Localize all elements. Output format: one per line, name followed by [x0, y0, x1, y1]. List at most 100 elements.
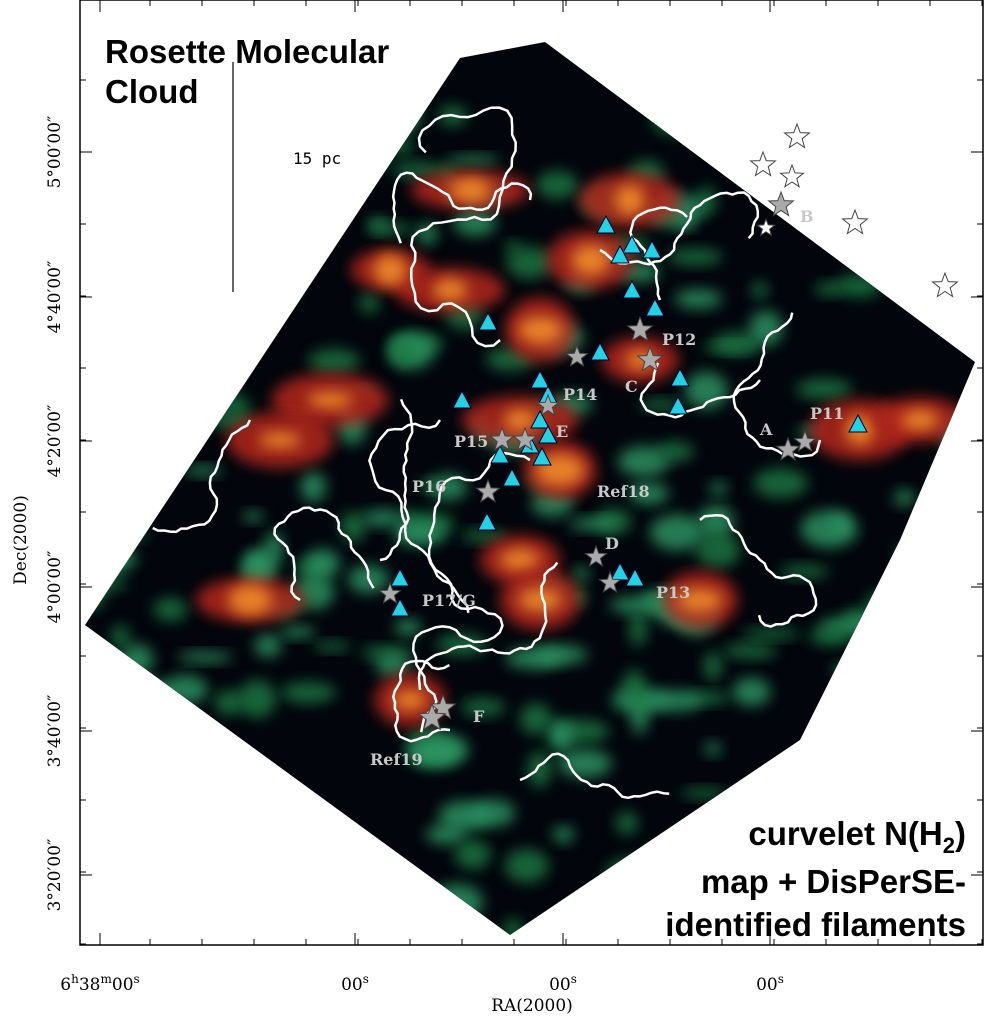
green-blob [710, 482, 727, 495]
green-blob [447, 155, 500, 166]
green-blob [280, 626, 315, 638]
green-blob [301, 472, 326, 503]
x-tick-label: 00s [341, 972, 369, 995]
orange-blob [259, 432, 301, 448]
source-label: Ref18 [597, 482, 650, 501]
orange-blob [373, 254, 407, 285]
source-label: E [556, 422, 568, 441]
source-label: D [605, 534, 619, 553]
green-blob [306, 549, 341, 578]
orange-blob [500, 549, 540, 571]
source-label: P11 [810, 404, 844, 423]
green-blob [439, 801, 490, 831]
green-blob [395, 619, 422, 636]
orange-blob [518, 589, 561, 612]
green-blob [569, 518, 616, 531]
source-label: P17/G [422, 591, 476, 610]
orange-blob [228, 584, 272, 615]
green-blob [535, 645, 587, 664]
green-blob [668, 249, 723, 266]
orange-blob [450, 178, 490, 203]
green-blob [704, 652, 722, 681]
source-label: B [800, 207, 814, 226]
scale-label: 15 pc [293, 149, 341, 168]
green-blob [454, 210, 497, 236]
green-blob [650, 690, 703, 711]
x-tick-label: 00s [549, 972, 577, 995]
green-blob [752, 282, 768, 299]
green-blob [506, 247, 553, 279]
y-tick-label: 3°20′00″ [45, 839, 65, 912]
green-blob [394, 522, 445, 546]
y-axis-label: Dec(2000) [11, 495, 31, 585]
green-blob [243, 511, 263, 522]
green-blob [616, 812, 638, 835]
caption: map + DisPerSE- [701, 863, 966, 900]
source-label: C [625, 377, 638, 396]
y-tick-label: 4°00′00″ [45, 551, 65, 624]
green-blob [809, 626, 852, 645]
source-label: P13 [656, 583, 690, 602]
green-blob [675, 289, 722, 308]
green-blob [255, 634, 282, 657]
source-label: A [759, 420, 773, 439]
source-label: F [473, 707, 485, 726]
green-blob [417, 223, 438, 245]
green-blob [314, 641, 350, 651]
green-blob [281, 682, 336, 703]
green-blob [742, 628, 800, 639]
green-blob [631, 701, 648, 734]
green-blob [361, 510, 404, 527]
green-blob [536, 171, 578, 199]
source-label: P12 [662, 330, 696, 349]
green-blob [800, 510, 858, 547]
green-blob [548, 720, 572, 753]
orange-blob [615, 185, 645, 216]
green-blob [505, 849, 549, 883]
green-blob [558, 749, 612, 778]
title: Rosette Molecular [105, 33, 389, 70]
x-tick-label: 6h38m00s [60, 972, 139, 995]
green-blob [732, 678, 770, 706]
green-blob [723, 643, 777, 658]
y-tick-label: 3°40′00″ [45, 695, 65, 768]
green-blob [705, 742, 721, 755]
green-blob [177, 652, 232, 663]
orange-blob [307, 392, 353, 408]
y-tick-label: 5°00′00″ [45, 116, 65, 189]
green-blob [455, 839, 491, 869]
caption: curvelet N(H2) [748, 815, 966, 858]
green-blob [520, 703, 552, 734]
green-blob [368, 222, 412, 235]
source-label: P16 [412, 477, 446, 496]
green-blob [360, 293, 379, 313]
green-blob [815, 282, 844, 295]
x-tick-label: 00s [756, 972, 784, 995]
green-blob [341, 512, 366, 542]
y-tick-label: 4°20′00″ [45, 405, 65, 478]
green-blob [629, 610, 646, 646]
title: Cloud [105, 73, 198, 110]
source-label: P15 [454, 432, 488, 451]
green-blob [389, 338, 414, 366]
green-blob [111, 625, 130, 648]
green-blob [656, 442, 694, 462]
orange-blob [433, 279, 468, 301]
y-tick-label: 4°40′00″ [45, 261, 65, 334]
green-blob [154, 598, 188, 621]
orange-blob [518, 316, 562, 343]
green-blob [308, 349, 360, 373]
green-blob [573, 567, 589, 581]
green-blob [553, 826, 575, 843]
green-blob [527, 752, 551, 787]
green-blob [796, 379, 852, 399]
green-blob [703, 343, 757, 353]
source-label: Ref19 [370, 750, 423, 769]
green-blob [650, 515, 704, 551]
orange-blob [571, 245, 609, 276]
orange-blob [901, 410, 938, 431]
green-blob [623, 670, 646, 705]
x-axis-label: RA(2000) [491, 996, 573, 1016]
green-blob [753, 469, 807, 498]
green-blob [238, 680, 277, 718]
